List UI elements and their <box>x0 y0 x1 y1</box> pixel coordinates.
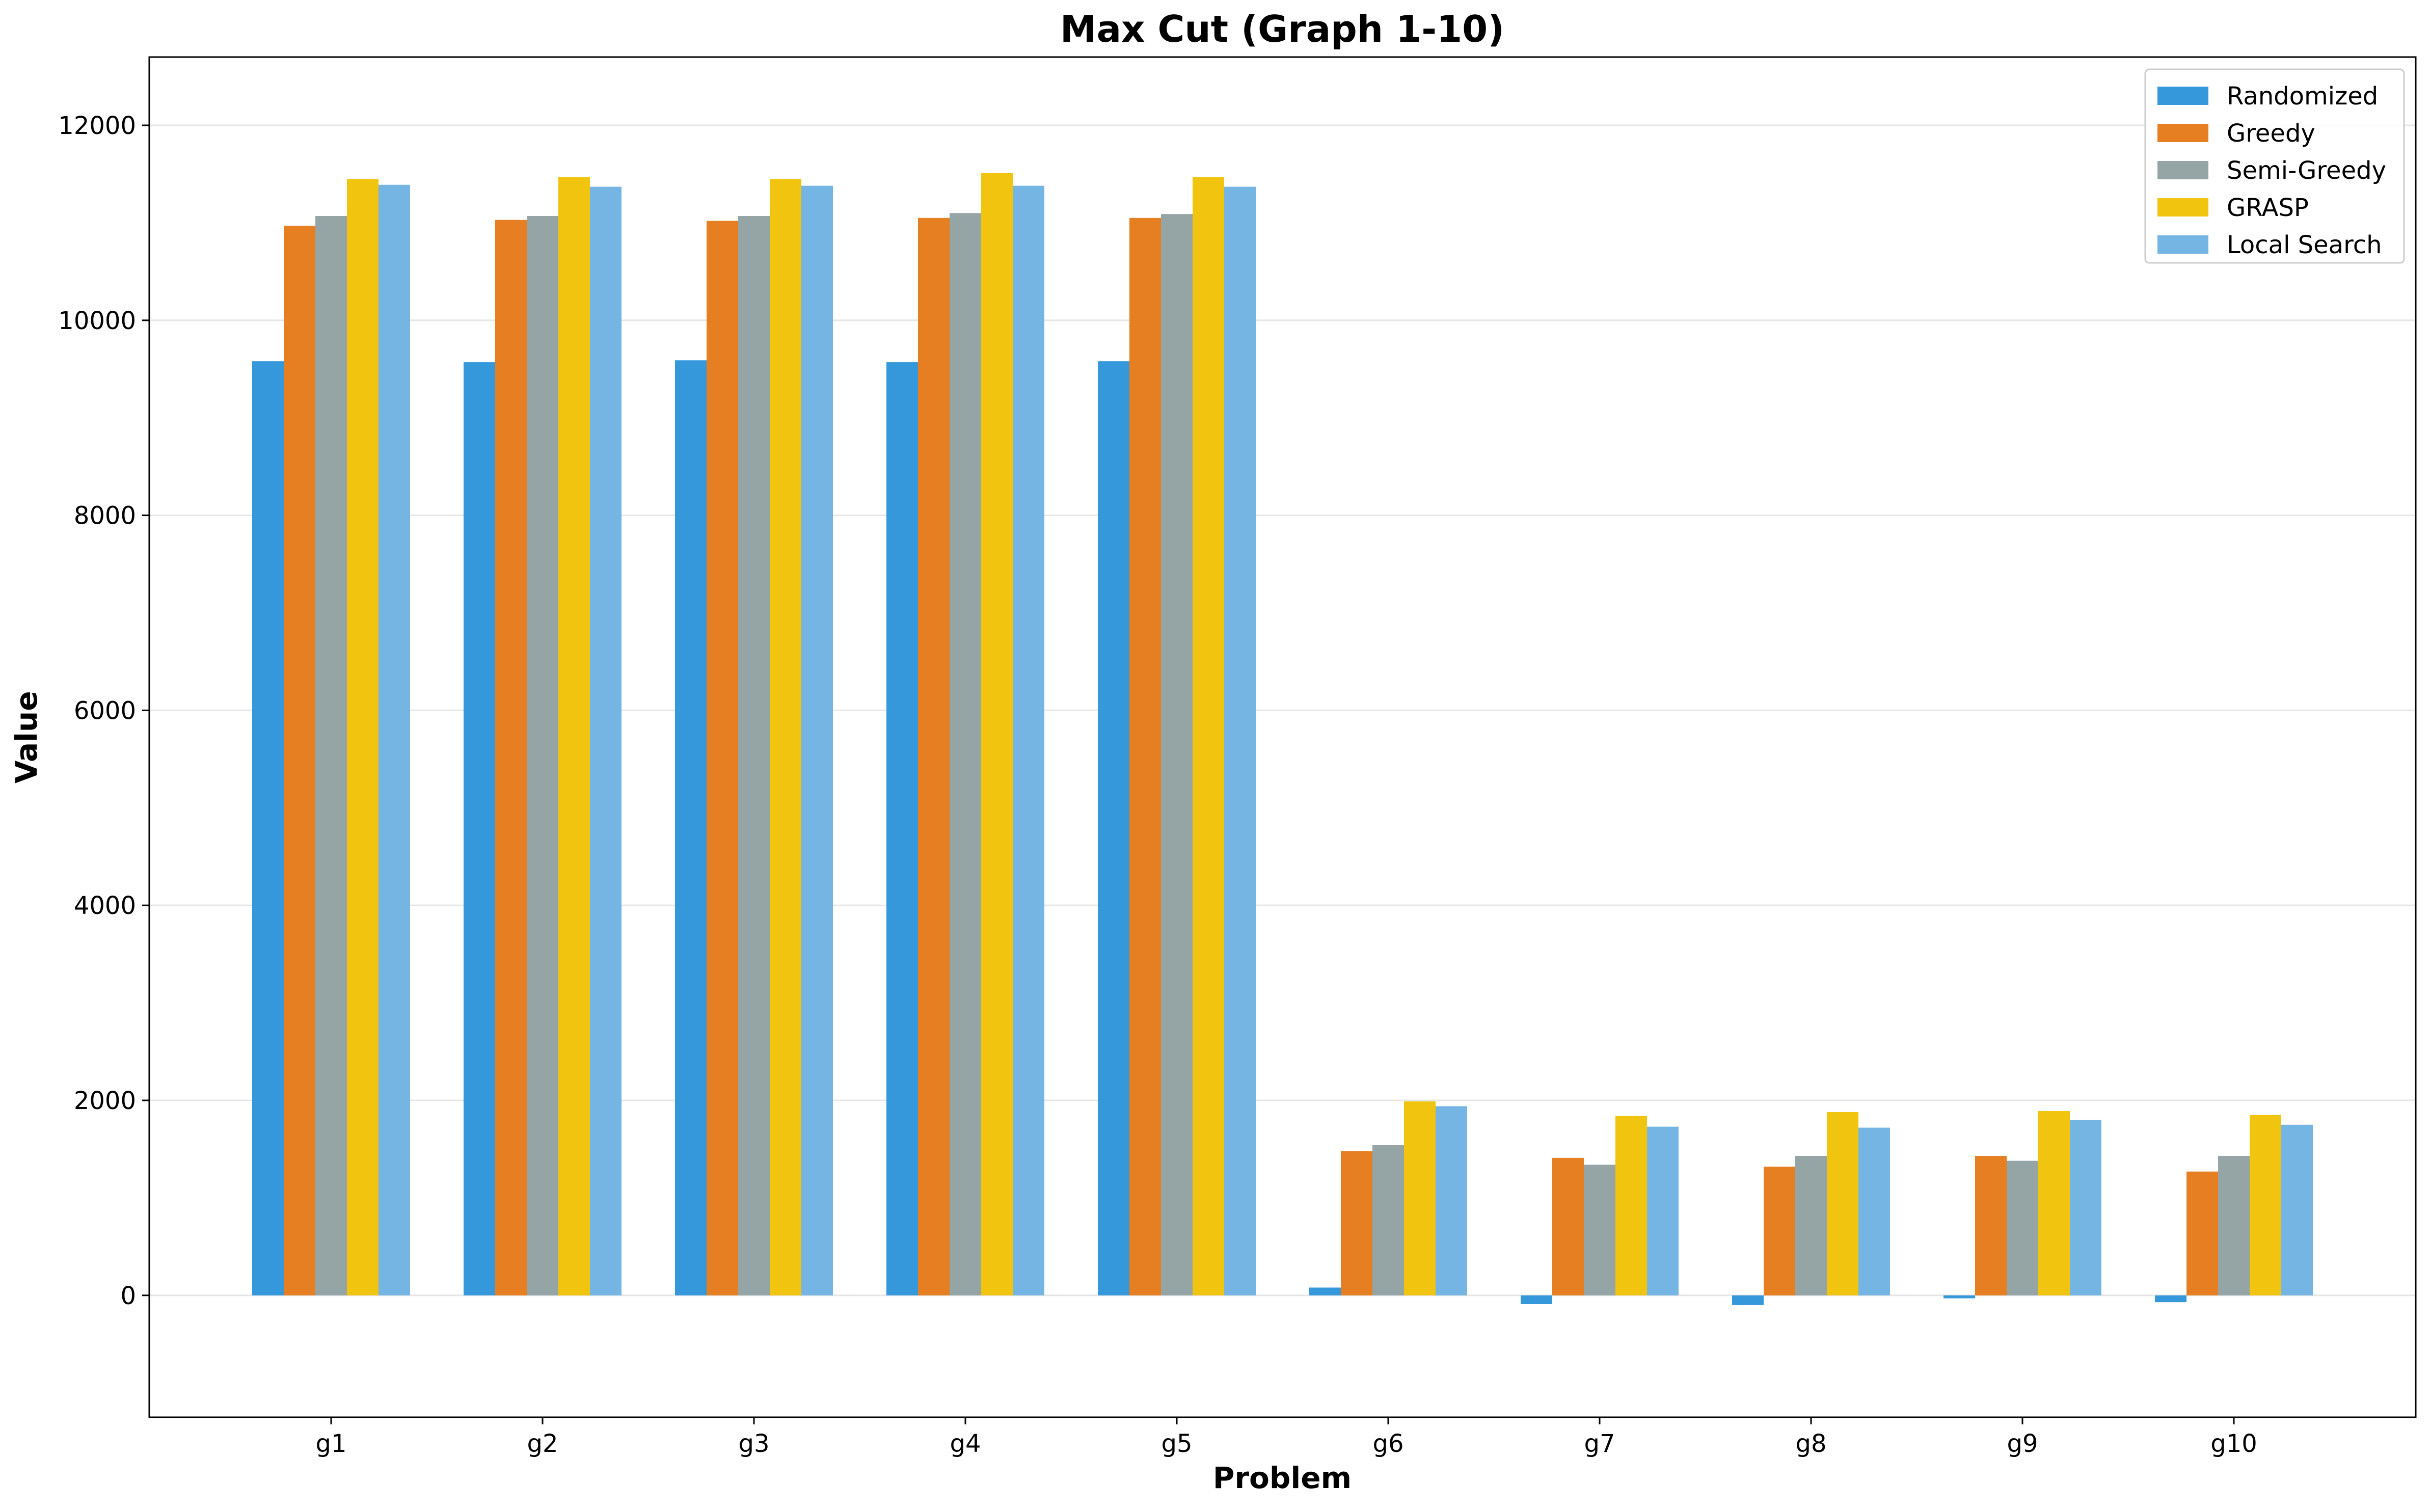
x-tick-label: g6 <box>1372 1429 1403 1458</box>
legend-label: Semi-Greedy <box>2227 156 2386 185</box>
x-tick-label: g1 <box>315 1429 346 1458</box>
bar <box>2038 1111 2070 1295</box>
bar <box>2007 1160 2038 1295</box>
x-tick-label: g8 <box>1795 1429 1826 1458</box>
bar <box>464 362 495 1295</box>
bar <box>1858 1127 1890 1295</box>
bar <box>1732 1295 1764 1305</box>
bar <box>1647 1126 1679 1295</box>
legend-swatch <box>2157 87 2208 105</box>
x-tick-label: g9 <box>2007 1429 2038 1458</box>
bar <box>1341 1151 1372 1295</box>
bar <box>2070 1120 2101 1295</box>
bar <box>1404 1101 1436 1295</box>
y-tick-label: 4000 <box>74 892 136 920</box>
bar <box>347 179 379 1295</box>
bar <box>590 186 622 1295</box>
x-tick-label: g2 <box>527 1429 558 1458</box>
x-tick-label: g7 <box>1584 1429 1615 1458</box>
plot-frame <box>148 56 2417 1418</box>
legend-swatch <box>2157 198 2208 217</box>
bar <box>1795 1156 1827 1295</box>
legend-label: Randomized <box>2227 82 2378 111</box>
bar <box>2186 1171 2218 1295</box>
bar <box>1975 1156 2007 1295</box>
bar <box>1193 177 1224 1295</box>
y-tick-label: 2000 <box>74 1087 136 1115</box>
y-tick-label: 12000 <box>58 112 136 140</box>
bar <box>886 362 918 1295</box>
bar <box>1552 1157 1584 1295</box>
bar <box>738 215 770 1295</box>
bar <box>675 360 707 1295</box>
bar <box>1943 1295 1975 1299</box>
bar <box>2281 1124 2313 1295</box>
legend-swatch <box>2157 124 2208 142</box>
bar <box>1584 1165 1615 1295</box>
bar <box>1372 1145 1404 1295</box>
bar <box>1436 1106 1467 1295</box>
bar <box>1764 1167 1795 1295</box>
x-axis-label: Problem <box>1213 1461 1352 1495</box>
bar <box>1098 361 1129 1295</box>
bar <box>1309 1287 1341 1295</box>
y-tick-label: 6000 <box>74 696 136 725</box>
legend-swatch <box>2157 161 2208 179</box>
bar <box>284 226 315 1295</box>
y-tick-label: 8000 <box>74 502 136 530</box>
bar <box>1161 214 1193 1295</box>
x-tick-label: g10 <box>2210 1429 2257 1458</box>
bar <box>918 218 950 1295</box>
axis-ticks: 0 2000 4000 6000 8000 10000 12000 g1 g2 g3 g4 g5 g6 g… <box>58 112 2257 1458</box>
x-tick-label: g4 <box>950 1429 981 1458</box>
bar <box>1615 1116 1647 1295</box>
bar <box>379 184 410 1295</box>
bar <box>1013 185 1044 1295</box>
x-tick-label: g3 <box>738 1429 769 1458</box>
legend-label: Greedy <box>2227 119 2315 148</box>
bar <box>1129 218 1161 1295</box>
y-tick-label: 10000 <box>58 307 136 335</box>
bar <box>2218 1156 2250 1295</box>
bar <box>1521 1295 1552 1304</box>
legend-swatch <box>2157 235 2208 254</box>
bar <box>2250 1115 2281 1295</box>
bar <box>981 173 1013 1295</box>
bar <box>527 215 558 1295</box>
bar <box>801 185 833 1295</box>
bar <box>558 177 590 1295</box>
y-tick-label: 0 <box>120 1282 136 1310</box>
bar <box>315 215 347 1295</box>
bar <box>1827 1112 1858 1295</box>
bar <box>495 220 527 1295</box>
legend-frame <box>2144 68 2405 264</box>
bar <box>2155 1295 2186 1303</box>
chart-title: Max Cut (Graph 1-10) <box>1060 8 1504 50</box>
bar <box>707 221 738 1295</box>
bars <box>252 173 2313 1305</box>
legend: Randomized Greedy Semi-Greedy GRASP Local Se… <box>2144 68 2405 264</box>
x-tick-label: g5 <box>1161 1429 1192 1458</box>
y-axis-label: Value <box>9 691 44 783</box>
bar <box>950 213 981 1295</box>
bar <box>770 179 801 1295</box>
bar <box>1224 186 1256 1295</box>
legend-label: GRASP <box>2227 194 2309 222</box>
legend-label: Local Search <box>2227 231 2382 259</box>
bar <box>252 361 284 1295</box>
